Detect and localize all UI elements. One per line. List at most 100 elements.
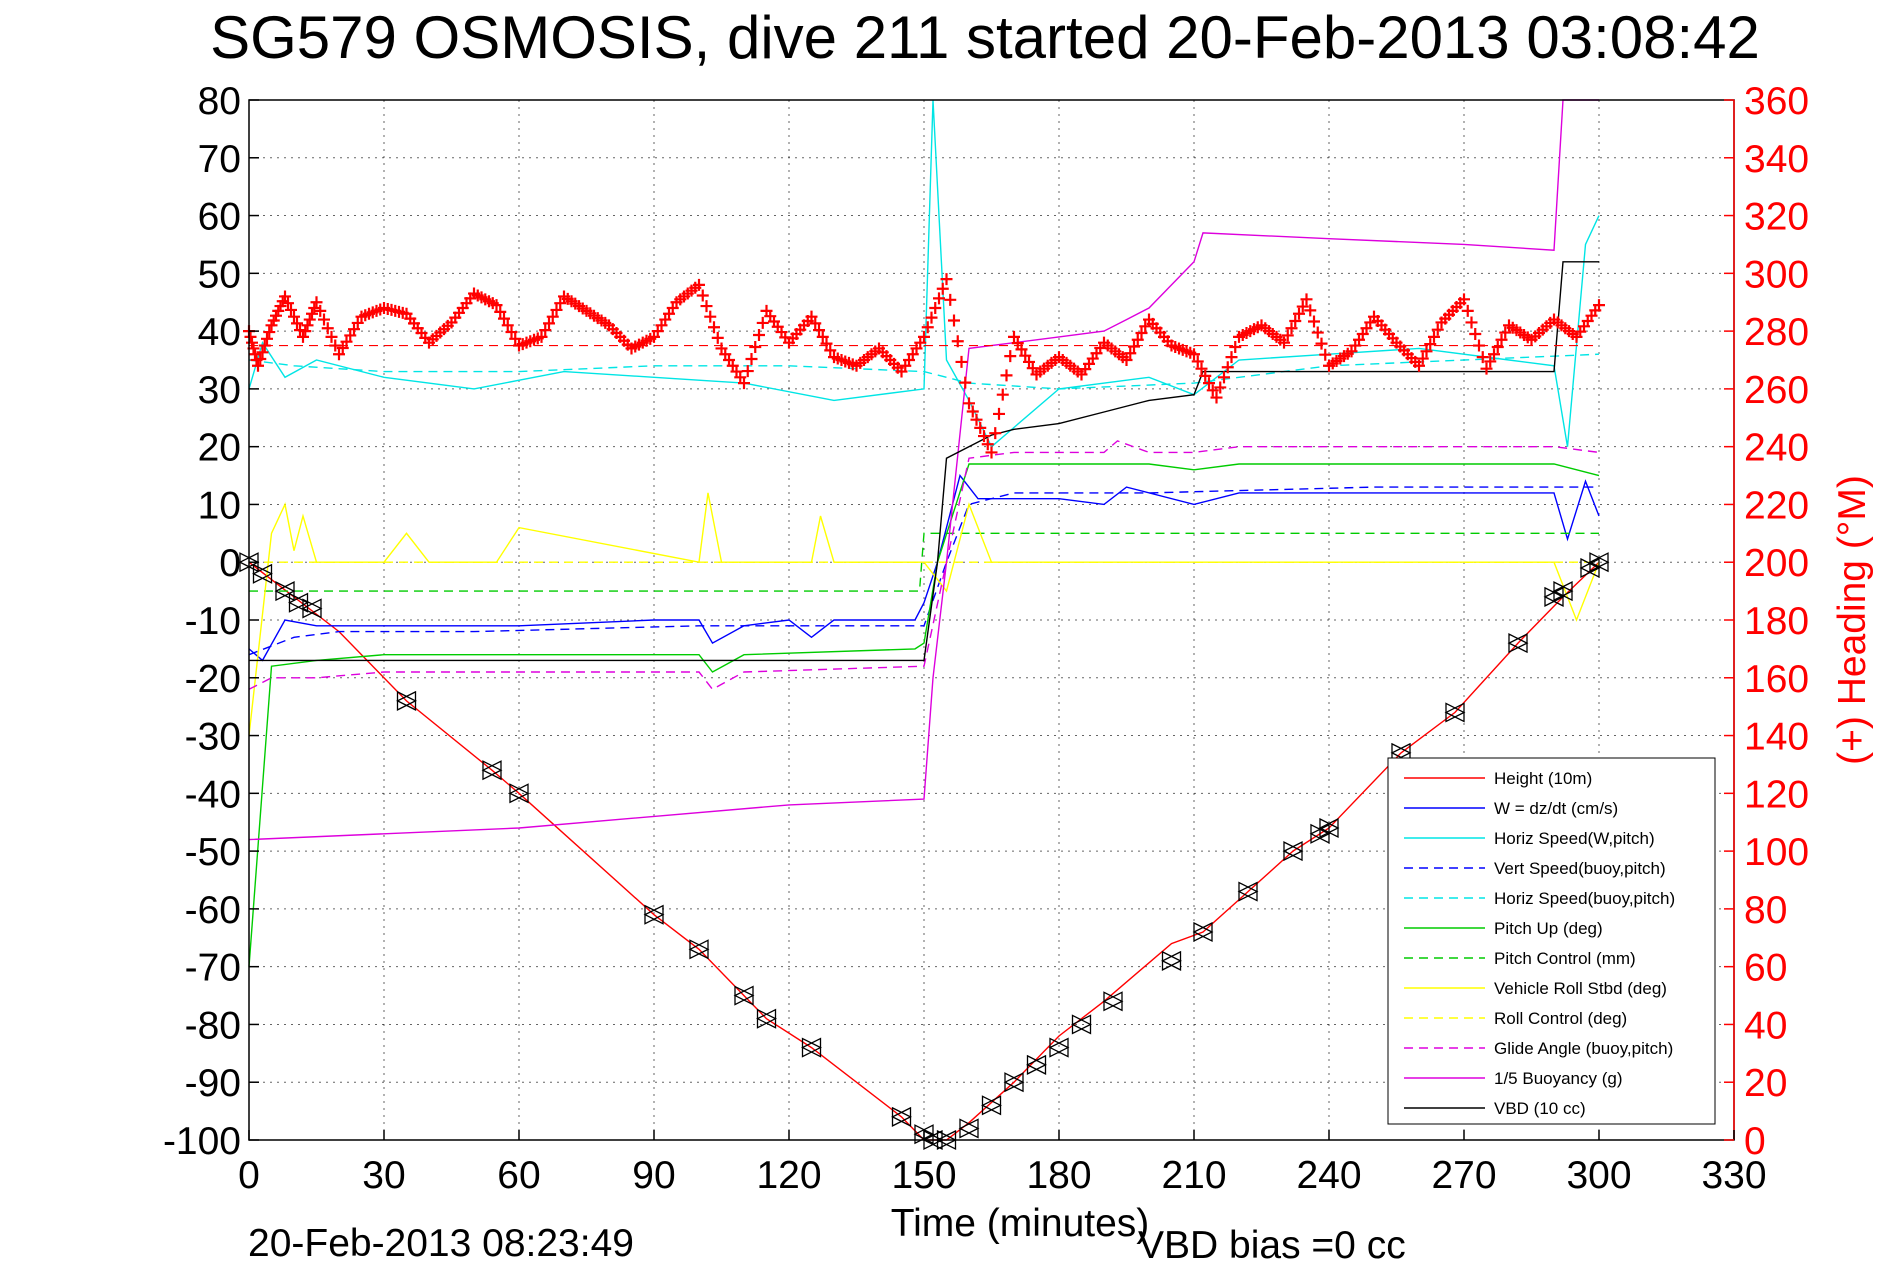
heading-marker [1026, 362, 1039, 375]
dive-marker [1004, 1072, 1025, 1093]
series-w-dz-dt-cm-s-line [248, 474, 1600, 662]
y2-tick-label: 160 [1744, 658, 1809, 701]
y-tick-label: -10 [185, 600, 241, 643]
x-axis-label: Time (minutes) [891, 1202, 1150, 1245]
legend-label: Vehicle Roll Stbd (deg) [1494, 979, 1667, 998]
heading-layer [243, 273, 1605, 459]
dive-marker [891, 1106, 912, 1127]
heading-marker [308, 302, 321, 314]
x-tick-label: 300 [1566, 1154, 1631, 1197]
heading-marker [1293, 307, 1305, 320]
dive-marker [1049, 1037, 1070, 1058]
x-axis-ticks: 0 30 60 90 120 150 180 210 240 270 300 330 [238, 1130, 1767, 1197]
heading-marker [505, 326, 518, 339]
heading-marker [1416, 352, 1429, 365]
legend-label: VBD (10 cc) [1494, 1099, 1586, 1118]
heading-marker [929, 302, 942, 314]
heading-marker [1289, 315, 1302, 327]
x-tick-label: 90 [632, 1154, 675, 1197]
heading-marker [1278, 336, 1290, 349]
y2-axis-label: (+) Heading (°M) [1831, 475, 1874, 765]
heading-marker [318, 313, 330, 326]
heading-marker [1191, 355, 1204, 368]
heading-marker [996, 388, 1009, 401]
heading-marker [693, 278, 705, 291]
heading-marker [1008, 330, 1020, 343]
heading-marker [498, 312, 510, 325]
y-tick-label: -50 [185, 831, 241, 874]
heading-marker [1458, 293, 1470, 306]
heading-marker [824, 344, 837, 357]
legend: Height (10m) W = dz/dt (cm/s) Horiz Speed(… [1387, 757, 1716, 1125]
y2-tick-label: 180 [1744, 600, 1809, 643]
y2-tick-label: 40 [1744, 1004, 1787, 1047]
heading-marker [1413, 359, 1425, 372]
heading-marker [1019, 349, 1032, 362]
heading-marker [306, 307, 318, 320]
dive-marker [1391, 742, 1412, 763]
legend-label: Pitch Up (deg) [1494, 919, 1603, 938]
legend-label: Vert Speed(buoy,pitch) [1494, 859, 1666, 878]
x-tick-label: 150 [891, 1154, 956, 1197]
heading-marker [494, 305, 507, 318]
x-tick-label: 210 [1161, 1154, 1226, 1197]
heading-marker [1465, 316, 1478, 329]
y-tick-label: 10 [198, 484, 241, 527]
heading-marker [282, 297, 294, 310]
x-tick-label: 240 [1296, 1154, 1361, 1197]
heading-marker [535, 330, 548, 343]
heading-marker [933, 292, 945, 305]
heading-marker [252, 359, 264, 372]
heading-marker [256, 346, 269, 359]
x-tick-label: 180 [1026, 1154, 1091, 1197]
heading-marker [1120, 354, 1133, 366]
heading-marker [1135, 327, 1148, 340]
heading-marker [279, 290, 291, 303]
series-glide-angle-buoy-pitch-line [248, 440, 1600, 691]
dive-marker [509, 783, 530, 804]
heading-marker [1424, 338, 1437, 351]
heading-marker [704, 310, 717, 323]
heading-marker [1469, 328, 1482, 340]
heading-marker [951, 335, 964, 348]
heading-marker [1476, 351, 1489, 364]
heading-marker [1000, 369, 1013, 382]
y-tick-label: 80 [198, 80, 241, 123]
footer-vbd-bias: VBD bias =0 cc [1138, 1224, 1406, 1262]
heading-marker [299, 325, 312, 338]
heading-marker [1319, 348, 1332, 361]
heading-marker [1461, 304, 1474, 317]
heading-marker [816, 330, 829, 343]
heading-marker [1491, 341, 1504, 353]
heading-marker [340, 335, 353, 348]
y-axis-ticks: 80 70 60 50 40 30 20 10 0 -10 -20 -30 -40 -50 -60 -70 -8… [163, 80, 259, 1163]
legend-label: Roll Control (deg) [1494, 1009, 1627, 1028]
heading-marker [700, 300, 713, 313]
dive-marker [1026, 1054, 1047, 1075]
heading-marker [940, 273, 953, 286]
dive-marker [1508, 633, 1529, 654]
heading-marker [348, 323, 360, 336]
heading-marker [1296, 300, 1309, 313]
heading-marker [344, 329, 357, 342]
heading-marker [711, 331, 724, 344]
dive-marker [734, 985, 755, 1006]
series-vert-speed-buoy-pitch-line [248, 486, 1599, 656]
y-tick-label: -70 [185, 947, 241, 990]
heading-marker [351, 316, 364, 329]
y2-tick-label: 240 [1744, 427, 1809, 470]
heading-marker [985, 446, 998, 459]
heading-marker [303, 313, 316, 326]
heading-marker [1304, 304, 1317, 317]
heading-marker [1285, 322, 1298, 335]
heading-marker [944, 293, 957, 306]
y2-tick-label: 100 [1744, 831, 1809, 874]
y2-tick-label: 340 [1744, 138, 1809, 181]
dive-marker [1238, 881, 1259, 902]
y2-tick-label: 140 [1744, 716, 1809, 759]
y-tick-label: -80 [185, 1004, 241, 1047]
heading-marker [959, 376, 972, 389]
y-tick-label: -100 [163, 1120, 241, 1163]
heading-marker [1225, 351, 1238, 364]
